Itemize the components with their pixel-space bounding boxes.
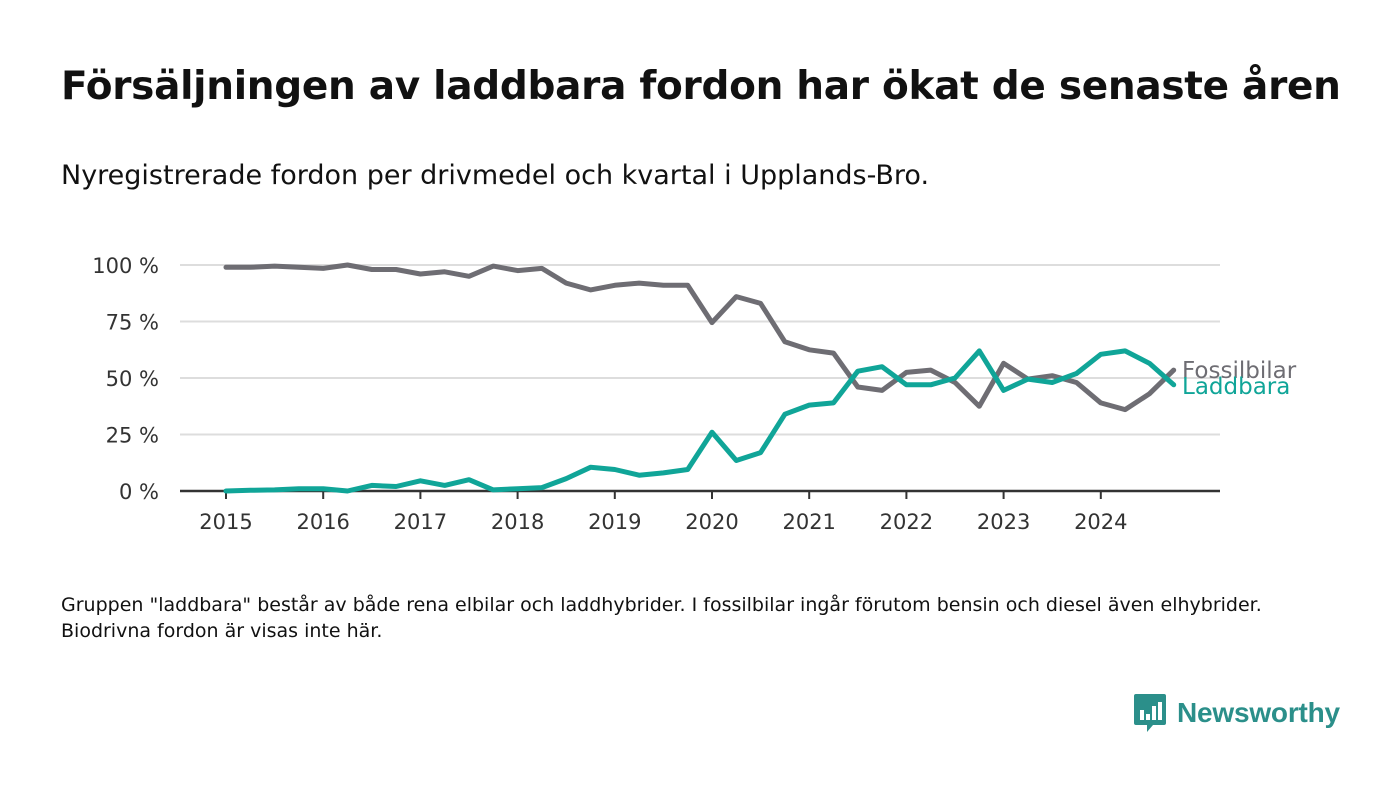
series-label-fossilbilar: Fossilbilar [1182, 358, 1297, 384]
x-tick-label: 2017 [394, 510, 447, 534]
brand-name: Newsworthy [1177, 697, 1340, 728]
y-tick-label: 100 % [92, 254, 159, 278]
line-chart: 0 %25 %50 %75 %100 % 2015 2016 2017 2018 201… [92, 254, 1297, 534]
series-lines [223, 262, 1177, 494]
series-line-fossilbilar [223, 262, 1177, 413]
gridlines [180, 264, 1220, 436]
x-tick-label: 2021 [782, 510, 835, 534]
x-tick-label: 2022 [880, 510, 933, 534]
series-label-laddbara: Laddbara [1182, 374, 1290, 400]
y-tick-label: 50 % [106, 367, 159, 391]
y-tick-label: 0 % [119, 480, 159, 504]
x-tick-label: 2024 [1074, 510, 1127, 534]
series-line-laddbara [223, 348, 1177, 494]
y-axis-ticks: 0 % 25 % 50 % 75 % 100 % [92, 254, 159, 504]
x-tick-label: 2020 [685, 510, 738, 534]
chart-title: Försäljningen av laddbara fordon har öka… [61, 64, 1341, 109]
footnote: Gruppen "laddbara" består av både rena e… [61, 594, 1262, 642]
bar-chart-icon [1134, 694, 1166, 732]
x-tick-label: 2015 [199, 510, 252, 534]
x-tick-label: 2019 [588, 510, 641, 534]
x-tick-label: 2018 [491, 510, 544, 534]
y-tick-label: 25 % [106, 424, 159, 448]
y-tick-label: 75 % [106, 311, 159, 335]
chart-subtitle: Nyregistrerade fordon per drivmedel och … [61, 160, 930, 191]
x-axis: 2015 2016 2017 2018 2019 2020 2021 2022 2023 2024 [180, 489, 1220, 534]
x-tick-label: 2023 [977, 510, 1030, 534]
newsworthy-logo[interactable]: Newsworthy [1133, 692, 1340, 734]
x-tick-label: 2016 [296, 510, 349, 534]
